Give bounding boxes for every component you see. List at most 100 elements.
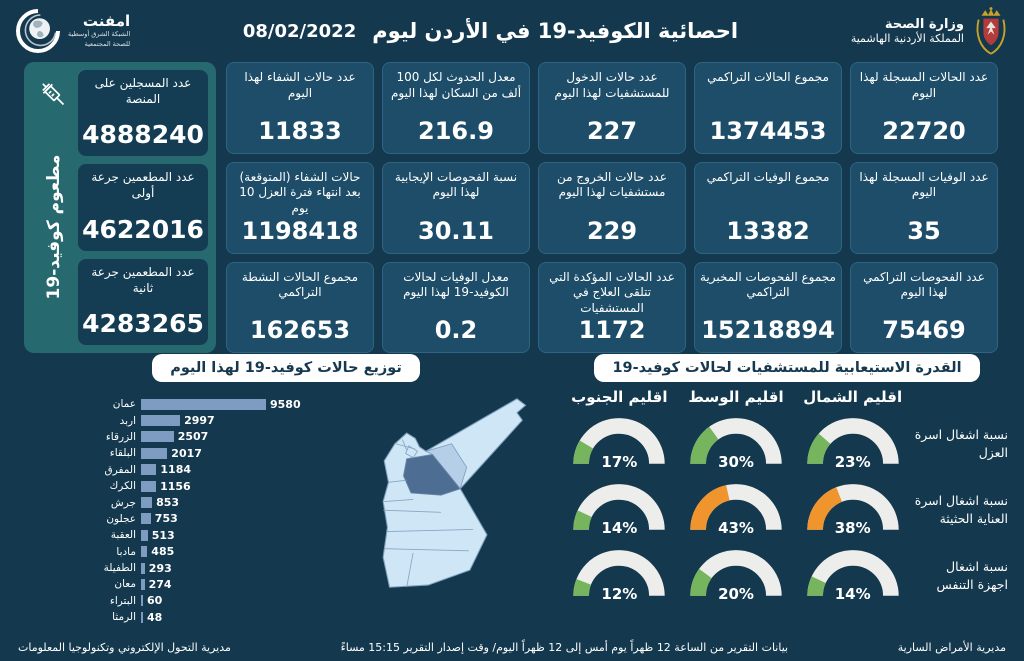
- stat-card: عدد حالات الدخول للمستشفيات لهذا اليوم 2…: [538, 62, 686, 154]
- stat-card: عدد الحالات المسجلة لهذا اليوم 22720: [850, 62, 998, 154]
- emphnet-subtitle-2: للصحة المجتمعية: [84, 40, 131, 48]
- stat-card-label: مجموع الحالات التراكمي: [707, 70, 829, 84]
- vaccination-card-value: 4622016: [82, 214, 204, 244]
- bar-row: المفرق 1184: [80, 462, 362, 478]
- amman-region-highlight: [403, 454, 461, 496]
- bar: 485: [141, 545, 362, 558]
- stat-card-value: 13382: [726, 216, 810, 245]
- bar: 274: [141, 578, 362, 591]
- bar-value-label: 2507: [177, 430, 209, 444]
- bar-value-label: 274: [148, 577, 172, 591]
- bar-row: الزرقاء 2507: [80, 429, 362, 445]
- bar-row: البلقاء 2017: [80, 445, 362, 461]
- kingdom-name: المملكة الأردنية الهاشمية: [850, 32, 964, 45]
- gauge-arc: [806, 484, 899, 531]
- bar-category-label: الزرقاء: [105, 430, 136, 443]
- vaccination-side-label: مطعوم كوفيد-19: [44, 154, 64, 300]
- bar: 2997: [141, 414, 362, 427]
- bar: 48: [141, 611, 362, 624]
- vaccination-card-label: عدد المطعمين جرعة ثانية: [91, 264, 195, 295]
- bar-value-label: 2997: [184, 414, 215, 428]
- gauge-row-label: نسبة اشغال اسرة العزل: [914, 426, 1008, 460]
- footer-left: مديرية التحول الإلكتروني وتكنولوجيا المع…: [18, 641, 231, 654]
- stat-card-label: حالات الشفاء (المتوقعة) بعد انتهاء فترة …: [239, 169, 361, 215]
- stat-card-value: 0.2: [434, 316, 478, 345]
- gauge-value: 17%: [601, 453, 638, 471]
- bar-value-label: 60: [147, 594, 163, 608]
- bar-value-label: 293: [148, 561, 172, 575]
- report-date: 08/02/2022: [242, 20, 357, 42]
- hospital-capacity-section: القدرة الاستيعابية للمستشفيات لحالات كوف…: [564, 354, 1010, 632]
- gauge-value: 14%: [601, 519, 638, 537]
- gauge-arc: [806, 550, 899, 597]
- bar: 2507: [141, 430, 362, 443]
- gauge-arc: [573, 484, 666, 531]
- stat-card-value: 1374453: [709, 116, 827, 145]
- bar-row: البتراء 60: [80, 593, 362, 609]
- gauge-row-label: نسبة اشغال اجهزة التنفس: [936, 558, 1008, 592]
- stat-card: عدد الوفيات المسجلة لهذا اليوم 35: [850, 161, 998, 254]
- bar-value-label: 753: [154, 512, 178, 526]
- bar-value-label: 1156: [160, 479, 191, 493]
- bar-row: الطفيلة 293: [80, 560, 362, 576]
- region-header: اقليم الشمال: [803, 388, 903, 406]
- bar: 1156: [141, 480, 362, 493]
- bar-row: معان 274: [80, 576, 362, 592]
- gauge-value: 14%: [834, 585, 871, 603]
- stat-card-value: 227: [586, 116, 638, 145]
- capacity-grid: اقليم الشمال اقليم الوسط اقليم الجنوب نسبة …: [564, 388, 1010, 604]
- governorate-borders: [383, 439, 474, 588]
- jordan-map-wrap: [366, 388, 556, 626]
- bar-row: مادبا 485: [80, 544, 362, 560]
- stat-card: عدد حالات الخروج من مستشفيات لهذا اليوم …: [538, 161, 686, 254]
- bar: 2017: [141, 447, 362, 460]
- gauge: 23%: [802, 416, 904, 472]
- bar-value-label: 2017: [171, 446, 202, 460]
- bar-category-label: عمان: [112, 398, 136, 411]
- stat-card-label: معدل الوفيات لحالات الكوفيد-19 لهذا اليو…: [403, 269, 509, 300]
- bottom-section: القدرة الاستيعابية للمستشفيات لحالات كوف…: [0, 348, 1024, 632]
- bar-category-label: البلقاء: [109, 447, 136, 460]
- header: وزارة الصحة المملكة الأردنية الهاشمية اح…: [0, 0, 1024, 60]
- distribution-title: توزيع حالات كوفيد-19 لهذا اليوم: [152, 354, 420, 382]
- emphnet-name: امفنت: [82, 12, 131, 31]
- stat-card-value: 162653: [249, 316, 351, 345]
- ministry-crest-icon: [976, 7, 1006, 55]
- footer: مديرية الأمراض السارية بيانات التقرير من…: [0, 634, 1024, 661]
- distribution-body: عمان 9580 اربد 2997 الزرقاء 2507 البلقاء…: [16, 388, 556, 626]
- stat-card: حالات الشفاء (المتوقعة) بعد انتهاء فترة …: [226, 161, 374, 254]
- gauge-arc: [690, 418, 782, 465]
- stat-card: مجموع الحالات النشطة التراكمي 162653: [226, 261, 374, 354]
- vaccination-card: عدد المطعمين جرعة ثانية 4283265: [78, 258, 208, 346]
- stat-card-label: عدد الوفيات المسجلة لهذا اليوم: [859, 169, 989, 200]
- gauge-arc: [573, 418, 666, 465]
- gauge: 17%: [568, 416, 670, 472]
- syringe-icon: [42, 83, 65, 106]
- stat-card-label: عدد الفحوصات التراكمي لهذا اليوم: [863, 269, 985, 300]
- bar-category-label: الكرك: [109, 480, 136, 493]
- stat-card-label: عدد الحالات المسجلة لهذا اليوم: [859, 70, 989, 100]
- region-header: اقليم الوسط: [688, 388, 784, 406]
- gauge-value: 30%: [718, 453, 754, 471]
- vaccination-cards: عدد المسجلين على المنصة 4888240 عدد المط…: [78, 70, 208, 346]
- stat-card-value: 216.9: [418, 116, 494, 145]
- bar-row: العقبة 513: [80, 527, 362, 543]
- case-distribution-section: توزيع حالات كوفيد-19 لهذا اليوم عمان 958…: [16, 354, 556, 632]
- bar-category-label: مادبا: [116, 545, 136, 558]
- stat-card: نسبة الفحوصات الإيجابية لهذا اليوم 30.11: [382, 161, 530, 254]
- bar-value-label: 1184: [160, 463, 192, 477]
- stat-card: عدد الفحوصات التراكمي لهذا اليوم 75469: [850, 261, 998, 354]
- stat-card-label: عدد الحالات المؤكدة التي تتلقى العلاج في…: [549, 269, 675, 315]
- stat-card-label: مجموع الفحوصات المخبرية التراكمي: [700, 269, 836, 300]
- gauge: 12%: [568, 548, 670, 604]
- vaccination-card: عدد المسجلين على المنصة 4888240: [78, 70, 208, 157]
- gauge-arc: [690, 550, 782, 597]
- stat-card-label: عدد حالات الشفاء لهذا اليوم: [244, 70, 356, 100]
- bar-category-label: البتراء: [109, 594, 136, 607]
- vaccination-card-value: 4888240: [82, 120, 204, 150]
- stat-card-value: 15218894: [701, 316, 835, 345]
- stat-card-label: مجموع الحالات النشطة التراكمي: [241, 269, 359, 300]
- bar: 60: [141, 594, 362, 607]
- vaccination-panel: عدد المسجلين على المنصة 4888240 عدد المط…: [24, 62, 216, 354]
